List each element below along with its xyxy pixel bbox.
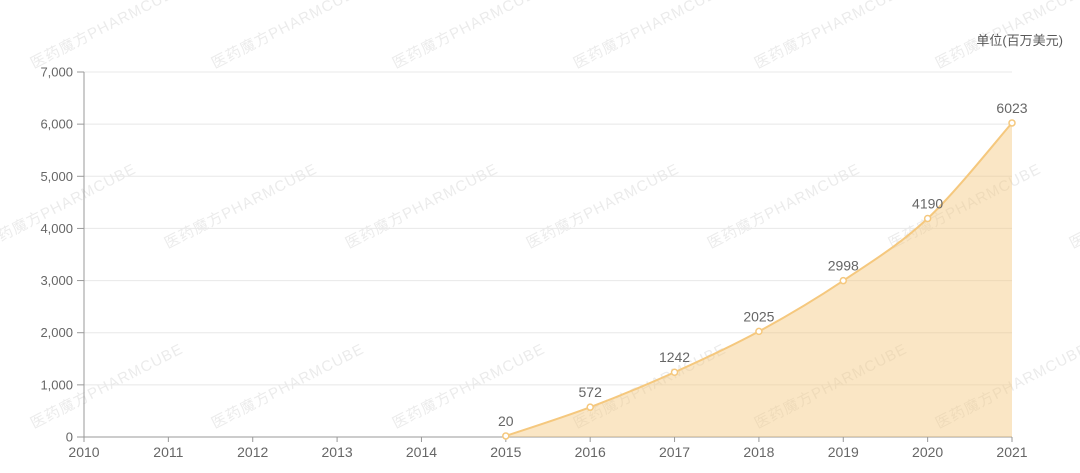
data-point-marker[interactable] <box>586 403 594 411</box>
x-axis-label: 2011 <box>153 444 183 460</box>
data-point-label: 1242 <box>659 349 690 365</box>
area-series-fill <box>505 122 1012 437</box>
x-axis-label: 2016 <box>575 444 606 460</box>
x-axis-label: 2014 <box>406 444 437 460</box>
x-axis-label: 2019 <box>828 444 859 460</box>
data-point-label: 6023 <box>996 100 1027 116</box>
x-axis-label: 2010 <box>68 444 99 460</box>
data-point-label: 4190 <box>912 196 943 212</box>
y-axis-label: 1,000 <box>40 377 73 392</box>
x-axis-label: 2020 <box>912 444 943 460</box>
x-axis-label: 2021 <box>996 444 1027 460</box>
data-point-label: 572 <box>579 384 603 400</box>
y-axis-label: 5,000 <box>40 169 73 184</box>
data-point-label: 2998 <box>828 258 859 274</box>
data-point-marker[interactable] <box>1008 119 1016 127</box>
data-point-marker[interactable] <box>502 432 510 440</box>
y-axis-label: 3,000 <box>40 273 73 288</box>
data-point-marker[interactable] <box>670 368 679 376</box>
unit-label: 单位(百万美元) <box>976 33 1063 48</box>
y-axis-label: 2,000 <box>40 325 73 340</box>
data-point-marker[interactable] <box>923 214 932 223</box>
data-point-label: 20 <box>498 413 514 429</box>
x-axis-label: 2013 <box>322 444 353 460</box>
y-axis-label: 7,000 <box>40 65 73 80</box>
y-axis-label: 0 <box>66 430 73 445</box>
x-axis-label: 2012 <box>237 444 268 460</box>
y-axis-label: 4,000 <box>40 221 73 236</box>
data-point-label: 2025 <box>743 308 774 324</box>
y-axis-label: 6,000 <box>40 117 73 132</box>
data-point-marker[interactable] <box>755 327 763 336</box>
data-point-marker[interactable] <box>839 276 848 285</box>
x-axis-label: 2017 <box>659 444 690 460</box>
x-axis-label: 2018 <box>743 444 774 460</box>
x-axis-label: 2015 <box>490 444 521 460</box>
